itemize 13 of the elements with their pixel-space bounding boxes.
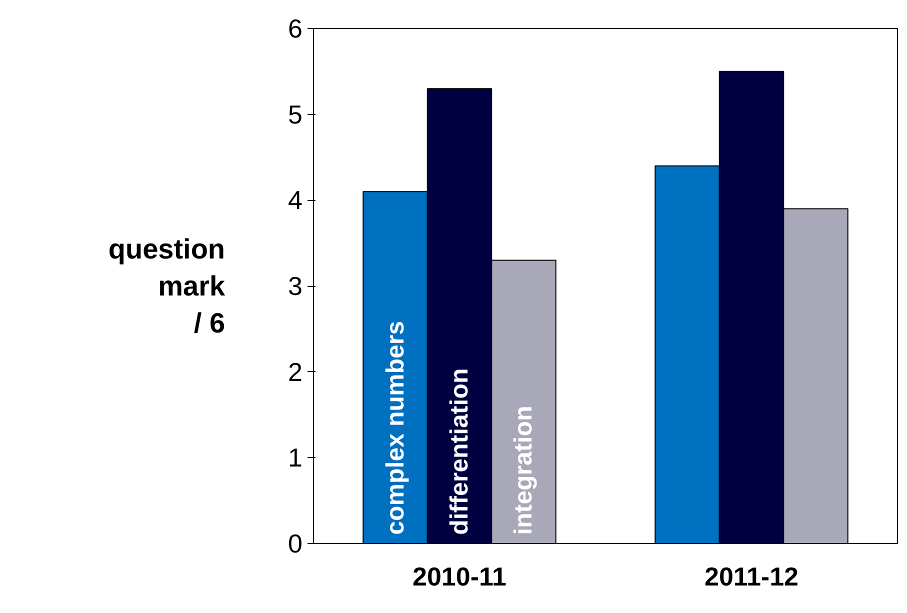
x-tick-label: 2010-11 — [412, 562, 506, 592]
y-tick-label: 1 — [288, 442, 303, 473]
y-tick-label: 4 — [288, 185, 303, 216]
y-axis-title: question mark / 6 — [108, 233, 226, 339]
x-tick-label: 2011-12 — [704, 562, 798, 592]
y-tick-label: 3 — [288, 271, 303, 301]
y-tick-label: 0 — [288, 528, 303, 558]
y-tick-label: 2 — [288, 356, 303, 387]
y-tick-label: 6 — [288, 14, 303, 44]
series-label: integration — [510, 406, 538, 535]
series-label: complex numbers — [381, 320, 410, 535]
y-tick-label: 5 — [288, 99, 303, 130]
series-label: differentiation — [446, 368, 474, 535]
